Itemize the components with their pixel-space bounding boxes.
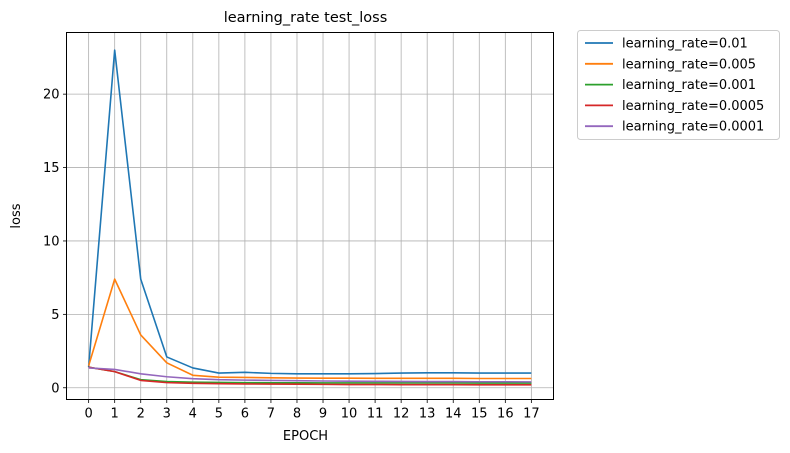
x-tick-label: 12	[393, 407, 410, 422]
legend-label: learning_rate=0.001	[622, 78, 756, 93]
x-tick-label: 9	[319, 407, 327, 422]
x-tick-label: 4	[189, 407, 197, 422]
plot-area-frame	[66, 32, 554, 400]
chart-title: learning_rate test_loss	[224, 10, 388, 26]
y-tick-label: 20	[43, 88, 60, 103]
y-axis-title: loss	[9, 203, 24, 228]
x-tick-label: 17	[523, 407, 540, 422]
x-tick-label: 3	[163, 407, 171, 422]
legend-label: learning_rate=0.01	[622, 37, 748, 52]
y-tick-label: 5	[51, 308, 59, 323]
series-line	[88, 366, 532, 384]
y-tick-label: 10	[43, 234, 60, 249]
legend-frame	[577, 30, 780, 140]
x-tick-label: 6	[241, 407, 249, 422]
x-tick-label: 8	[293, 407, 301, 422]
x-tick-label: 11	[367, 407, 384, 422]
x-tick-label: 13	[419, 407, 436, 422]
x-tick-label: 2	[137, 407, 145, 422]
legend: learning_rate=0.01 learning_rate=0.005lea…	[577, 30, 780, 140]
legend-label: learning_rate=0.0001	[622, 120, 764, 135]
x-tick-label: 15	[471, 407, 488, 422]
legend-label: learning_rate=0.005	[622, 57, 756, 72]
x-tick-label: 5	[215, 407, 223, 422]
legend-label: learning_rate=0.0005	[622, 99, 764, 114]
x-tick-label: 1	[111, 407, 119, 422]
y-tick-label: 0	[51, 381, 59, 396]
x-axis-title: EPOCH	[283, 429, 328, 444]
x-tick-label: 16	[497, 407, 514, 422]
x-tick-label: 10	[341, 407, 358, 422]
x-tick-label: 0	[84, 407, 92, 422]
y-tick-label: 15	[43, 161, 60, 176]
series-lines	[87, 49, 532, 386]
series-line	[88, 366, 532, 386]
grid	[66, 32, 554, 400]
x-tick-label: 7	[267, 407, 275, 422]
series-line	[87, 278, 532, 380]
series-line	[88, 367, 532, 383]
series-line	[87, 49, 532, 375]
x-tick-label: 14	[445, 407, 462, 422]
